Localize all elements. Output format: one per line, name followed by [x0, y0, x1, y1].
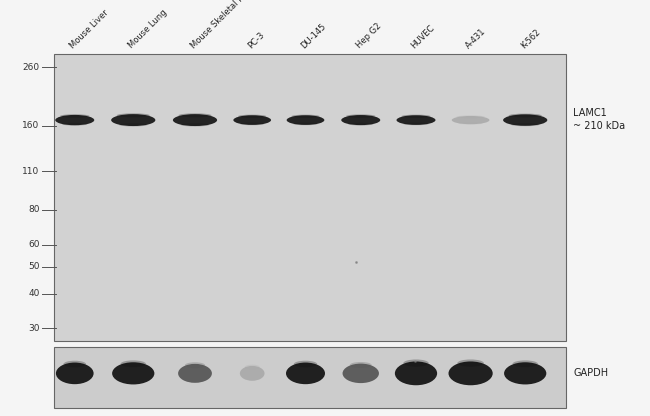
- Ellipse shape: [64, 361, 86, 367]
- Text: Mouse Skeletal Muscle: Mouse Skeletal Muscle: [188, 0, 263, 50]
- Ellipse shape: [396, 115, 436, 125]
- Ellipse shape: [112, 362, 155, 384]
- Ellipse shape: [121, 360, 146, 367]
- Ellipse shape: [240, 123, 265, 125]
- Text: 40: 40: [29, 289, 40, 298]
- Text: 60: 60: [28, 240, 40, 249]
- Ellipse shape: [403, 123, 429, 125]
- Ellipse shape: [56, 362, 94, 384]
- Text: ~ 210 kDa: ~ 210 kDa: [573, 121, 625, 131]
- Ellipse shape: [511, 123, 540, 126]
- Ellipse shape: [294, 361, 317, 367]
- Text: 80: 80: [28, 205, 40, 214]
- Ellipse shape: [178, 114, 211, 117]
- Text: 30: 30: [28, 324, 40, 333]
- Ellipse shape: [343, 364, 379, 383]
- Ellipse shape: [238, 115, 266, 118]
- Ellipse shape: [173, 114, 217, 126]
- Text: 260: 260: [23, 63, 40, 72]
- Ellipse shape: [287, 115, 324, 125]
- Ellipse shape: [504, 362, 546, 384]
- Text: GAPDH: GAPDH: [573, 368, 608, 379]
- Ellipse shape: [245, 365, 259, 369]
- Ellipse shape: [117, 114, 150, 117]
- Ellipse shape: [448, 362, 493, 385]
- Bar: [54, 54, 566, 341]
- Ellipse shape: [55, 115, 94, 125]
- Ellipse shape: [395, 362, 437, 385]
- Text: Mouse Lung: Mouse Lung: [127, 8, 169, 50]
- Text: 110: 110: [22, 167, 40, 176]
- Ellipse shape: [509, 114, 542, 117]
- Text: 50: 50: [28, 262, 40, 271]
- Text: DU-145: DU-145: [299, 21, 328, 50]
- Ellipse shape: [181, 123, 209, 126]
- Ellipse shape: [178, 364, 212, 383]
- Ellipse shape: [291, 115, 320, 118]
- Ellipse shape: [402, 115, 430, 118]
- Ellipse shape: [456, 116, 485, 118]
- Bar: [54, 347, 566, 408]
- Text: Hep G2: Hep G2: [354, 21, 383, 50]
- Text: 160: 160: [22, 121, 40, 131]
- Text: A-431: A-431: [464, 26, 488, 50]
- Ellipse shape: [452, 116, 489, 124]
- Ellipse shape: [513, 360, 538, 367]
- Text: HUVEC: HUVEC: [410, 23, 437, 50]
- Ellipse shape: [60, 114, 90, 118]
- Ellipse shape: [62, 123, 87, 126]
- Ellipse shape: [458, 122, 483, 124]
- Ellipse shape: [346, 114, 376, 118]
- Ellipse shape: [240, 366, 265, 381]
- Ellipse shape: [293, 123, 318, 125]
- Ellipse shape: [403, 359, 429, 367]
- Ellipse shape: [111, 114, 155, 126]
- Ellipse shape: [233, 115, 271, 125]
- Ellipse shape: [185, 362, 205, 368]
- Ellipse shape: [503, 114, 547, 126]
- Text: K-562: K-562: [519, 27, 542, 50]
- Text: LAMC1: LAMC1: [573, 108, 607, 118]
- Ellipse shape: [348, 123, 374, 126]
- Ellipse shape: [458, 359, 484, 367]
- Ellipse shape: [286, 362, 325, 384]
- Ellipse shape: [350, 362, 372, 368]
- Ellipse shape: [341, 115, 380, 125]
- Ellipse shape: [119, 123, 148, 126]
- Text: Mouse Liver: Mouse Liver: [68, 7, 110, 50]
- Text: PC-3: PC-3: [246, 30, 266, 50]
